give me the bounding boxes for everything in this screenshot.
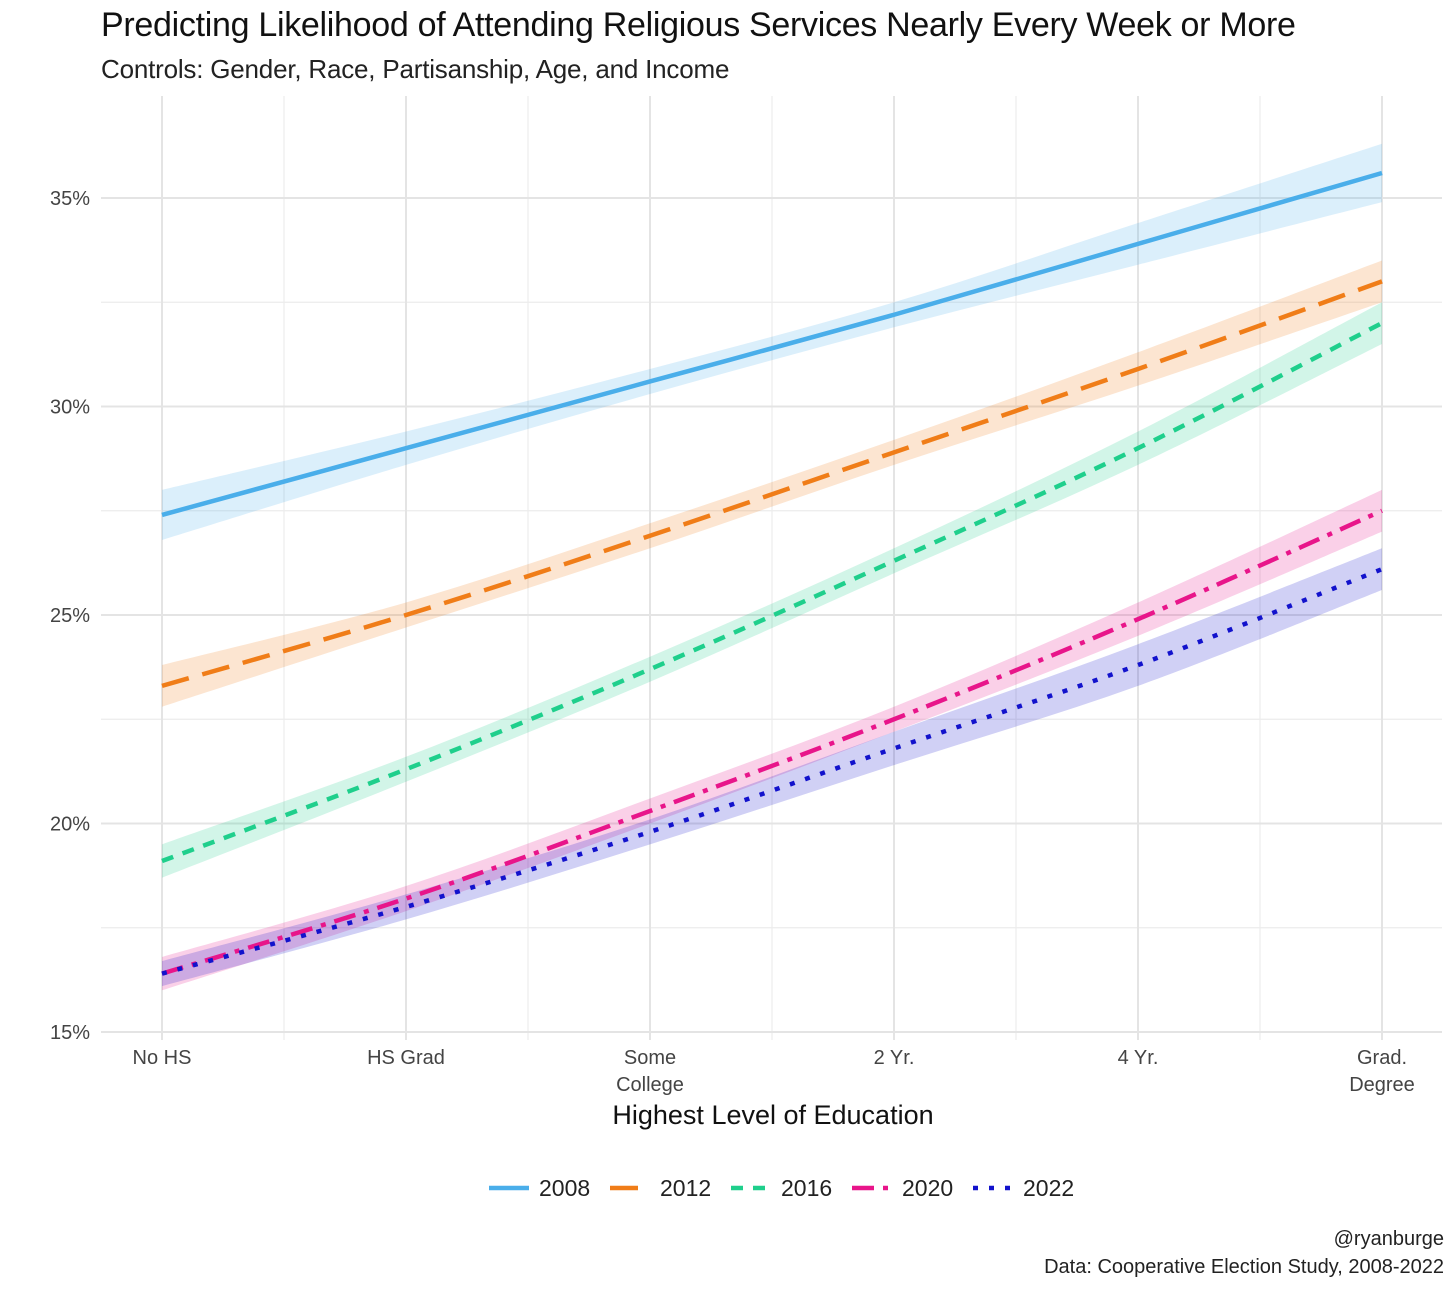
y-tick-label: 35% xyxy=(50,188,90,210)
data-source: Data: Cooperative Election Study, 2008-2… xyxy=(1044,1256,1444,1278)
author-handle: @ryanburge xyxy=(1333,1228,1444,1250)
legend-label-2020: 2020 xyxy=(902,1175,953,1201)
y-axis-ticks: 15% 20% 25% 30% 35% xyxy=(50,188,90,1044)
confidence-band-2008 xyxy=(162,143,1382,540)
x-tick-label: HS Grad xyxy=(367,1047,445,1069)
chart-title: Predicting Likelihood of Attending Relig… xyxy=(101,6,1296,44)
x-tick-label: Grad. Degree xyxy=(1349,1047,1415,1096)
confidence-band-2020 xyxy=(162,489,1382,991)
series-line-2012 xyxy=(161,279,1383,689)
minor-gridlines xyxy=(101,96,1442,1040)
x-axis-title: Highest Level of Education xyxy=(612,1100,933,1130)
legend-label-2022: 2022 xyxy=(1023,1175,1074,1201)
series-line-2016 xyxy=(161,321,1384,864)
series-line-2022 xyxy=(161,567,1383,976)
x-tick-label: Some College xyxy=(616,1047,684,1096)
y-tick-label: 20% xyxy=(50,814,90,836)
x-axis-ticks: No HS HS Grad Some College 2 Yr. 4 Yr. Grad. De… xyxy=(133,1047,1415,1096)
series-line-2020 xyxy=(161,508,1383,976)
series-line-2008 xyxy=(161,170,1383,518)
legend: 2008 2012 2016 2020 2022 xyxy=(489,1175,1074,1201)
y-tick-label: 15% xyxy=(50,1022,90,1044)
legend-label-2008: 2008 xyxy=(539,1175,590,1201)
y-tick-label: 30% xyxy=(50,397,90,419)
x-tick-label: 2 Yr. xyxy=(874,1047,915,1069)
chart-subtitle: Controls: Gender, Race, Partisanship, Ag… xyxy=(101,54,730,84)
legend-label-2012: 2012 xyxy=(660,1175,711,1201)
y-tick-label: 25% xyxy=(50,605,90,627)
x-tick-label: 4 Yr. xyxy=(1118,1047,1159,1069)
major-gridlines xyxy=(101,96,1442,1040)
x-tick-label: No HS xyxy=(133,1047,192,1069)
confidence-band-2016 xyxy=(162,302,1382,878)
legend-label-2016: 2016 xyxy=(781,1175,832,1201)
series-lines xyxy=(161,170,1384,976)
